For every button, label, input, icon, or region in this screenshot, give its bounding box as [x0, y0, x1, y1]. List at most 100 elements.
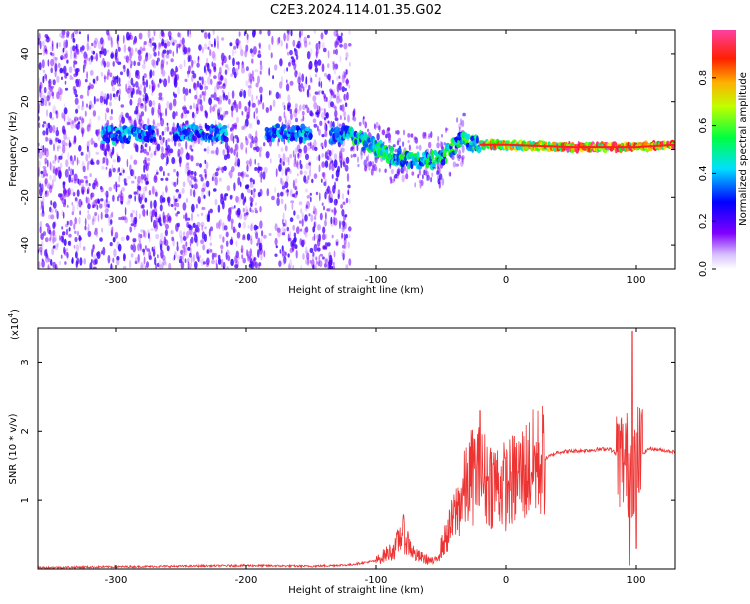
spectrogram-cell [218, 167, 223, 171]
spectrogram-cell [390, 176, 392, 185]
spectrogram-cell [91, 248, 93, 258]
spectrogram-cell [196, 203, 198, 209]
spectrogram-cell [142, 208, 146, 217]
spectrogram-cell [147, 157, 151, 162]
spectrogram-cell [178, 193, 182, 199]
spectrogram-cell [70, 188, 74, 196]
spectrogram-cell [328, 207, 332, 212]
spectrogram-cell [222, 91, 226, 101]
spectrogram-cell [125, 83, 128, 92]
spectrogram-cell [95, 129, 98, 135]
spectrogram-cell [133, 226, 136, 231]
spectrogram-cell [142, 81, 146, 86]
spectrogram-cell [194, 112, 197, 118]
spectrogram-cell [50, 85, 55, 89]
spectrogram-cell [225, 240, 229, 247]
spectrogram-cell [138, 193, 141, 202]
spectrogram-cell [376, 133, 380, 141]
spectrogram-cell [199, 163, 202, 168]
spectrogram-cell [87, 213, 91, 220]
spectrogram-cell [258, 86, 263, 94]
spectrogram-cell [39, 81, 43, 90]
spectrogram-cell [173, 198, 177, 207]
spectrogram-cell [159, 43, 162, 48]
spectrogram-cell [304, 40, 308, 48]
spectrogram-cell [249, 248, 252, 257]
spectrogram-cell [156, 143, 161, 152]
spectrogram-cell [172, 111, 176, 120]
spectrogram-cell [288, 264, 292, 269]
spectrogram-cell [168, 262, 172, 269]
spectrogram-cell [220, 196, 225, 205]
spectrogram-cell [189, 144, 193, 151]
spectrogram-cell [94, 37, 98, 45]
spectrogram-cell [170, 68, 175, 77]
spectrogram-cell [93, 40, 97, 49]
colorbar-gradient [712, 30, 736, 269]
spectrogram-cell [65, 39, 68, 48]
spectrogram-cell [123, 44, 127, 53]
spectrogram-cell [175, 202, 180, 208]
spectrogram-cell [109, 101, 112, 107]
spectrogram-cell [284, 119, 288, 127]
spectrogram-cell [397, 147, 402, 155]
spectrogram-cell [84, 218, 87, 227]
figure-title: C2E3.2024.114.01.35.G02 [270, 3, 442, 18]
spectrogram-cell [143, 174, 147, 181]
spectrogram-cell [204, 32, 208, 39]
spectrogram-cell [203, 93, 206, 102]
spectrogram-cell [61, 112, 65, 119]
spectrogram-cell [240, 193, 242, 202]
spectrogram-cell [94, 227, 98, 232]
spectrogram-cell [288, 61, 291, 66]
spectrogram-cell [297, 76, 301, 85]
spectrogram-cell [254, 69, 259, 73]
spectrogram-cell [260, 253, 263, 261]
spectrogram-cell [134, 176, 137, 180]
spectrogram-cell [109, 93, 113, 101]
spectrogram-cell [42, 130, 46, 136]
spectrogram-cell [346, 91, 349, 101]
spectrogram-cell [49, 185, 53, 194]
spectrogram-cell [157, 83, 160, 88]
spectrogram-cell [286, 51, 290, 56]
spectrogram-cell [276, 192, 280, 198]
spectrogram-cell [52, 56, 57, 65]
spectrogram-cell [236, 42, 239, 49]
spectrogram-cell [88, 104, 92, 110]
spectrogram-cell [320, 80, 323, 89]
spectrogram-cell [323, 205, 325, 211]
y-tick-label: 2 [20, 428, 31, 434]
spectrogram-cell [294, 103, 298, 109]
spectrogram-cell [401, 174, 405, 183]
spectrogram-cell [50, 214, 55, 220]
spectrogram-cell [318, 128, 321, 136]
spectrogram-cell [78, 216, 81, 225]
spectrogram-cell [105, 107, 110, 113]
spectrogram-cell [234, 159, 239, 164]
spectrogram-cell [112, 93, 116, 98]
spectrogram-cell [302, 230, 306, 234]
spectrogram-cell [223, 55, 227, 64]
spectrogram-cell [210, 94, 214, 98]
spectrogram-cell [240, 244, 244, 254]
spectrogram-cell [173, 70, 177, 77]
spectrogram-cell [38, 160, 41, 169]
spectrogram-cell [269, 104, 272, 112]
spectrogram-cell [175, 111, 178, 117]
spectrogram-cell [324, 179, 327, 184]
spectrogram-cell [95, 184, 97, 190]
spectrogram-cell [297, 153, 300, 157]
spectrogram-cell [43, 86, 47, 94]
spectrogram-cell [356, 145, 359, 152]
spectrogram-cell [44, 157, 48, 163]
y-tick-label: 20 [20, 95, 31, 108]
spectrogram-cell [302, 104, 306, 111]
spectrogram-cell [320, 32, 324, 40]
spectrogram-cell [39, 90, 42, 98]
spectrogram-cell [335, 239, 339, 247]
spectrogram-cell [461, 145, 465, 154]
spectrogram-cell [400, 167, 405, 174]
spectrogram-cell [298, 30, 302, 39]
spectrogram-cell [213, 75, 217, 79]
